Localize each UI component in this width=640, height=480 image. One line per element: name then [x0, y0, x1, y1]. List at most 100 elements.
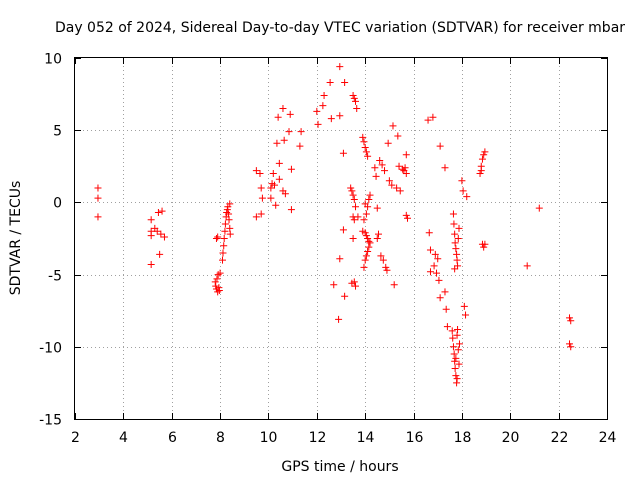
data-points [94, 63, 575, 387]
data-point [361, 256, 369, 264]
data-point [94, 184, 102, 192]
x-tick-label: 6 [168, 430, 177, 446]
data-point [257, 210, 265, 218]
data-point [425, 229, 433, 237]
y-axis-tick-labels: -15 -10 -5 0 5 10 [39, 52, 62, 429]
data-point [257, 184, 265, 192]
data-point [395, 162, 403, 170]
y-tick-label: 0 [53, 196, 62, 212]
data-point [147, 216, 155, 224]
data-point [426, 268, 434, 276]
data-point [213, 275, 221, 283]
data-point [156, 250, 164, 258]
data-point [225, 216, 233, 224]
data-point [523, 262, 531, 270]
data-point [449, 334, 457, 342]
data-point [339, 226, 347, 234]
data-point [287, 206, 295, 214]
data-point [275, 175, 283, 183]
data-point [361, 144, 369, 152]
data-point [455, 360, 463, 368]
data-point [454, 346, 462, 354]
data-point [463, 193, 471, 201]
x-tick-label: 8 [216, 430, 225, 446]
data-point [458, 177, 466, 185]
y-tick-label: -15 [39, 413, 62, 429]
data-point [449, 210, 457, 218]
y-tick-label: 10 [44, 52, 62, 68]
x-tick-label: 14 [357, 430, 375, 446]
data-point [442, 305, 450, 313]
data-point [94, 213, 102, 221]
x-tick-label: 18 [454, 430, 472, 446]
data-point [402, 211, 410, 219]
data-point [352, 97, 360, 105]
data-point [535, 204, 543, 212]
data-point [401, 164, 409, 172]
data-point [353, 105, 361, 113]
x-tick-label: 2 [71, 430, 80, 446]
data-point [441, 164, 449, 172]
data-point [352, 282, 360, 290]
data-point [349, 92, 357, 100]
data-point [348, 279, 356, 287]
data-point [354, 213, 362, 221]
data-point [462, 311, 470, 319]
data-point [378, 161, 386, 169]
data-point [364, 247, 372, 255]
data-point [341, 79, 349, 87]
y-axis-label: SDTVAR / TECUs [8, 181, 24, 296]
data-point [396, 187, 404, 195]
data-point [436, 294, 444, 302]
data-point [336, 63, 344, 71]
y-tick-label: -5 [48, 269, 62, 285]
data-point [373, 235, 381, 242]
data-point [347, 184, 355, 192]
data-point [349, 191, 357, 199]
data-point [393, 184, 401, 192]
data-point [476, 170, 484, 178]
data-point [362, 148, 370, 156]
data-point [390, 281, 398, 289]
data-point [160, 233, 168, 241]
data-point [319, 102, 327, 110]
data-point [455, 224, 463, 232]
data-point [365, 243, 373, 251]
data-point [275, 159, 283, 167]
data-point [219, 256, 227, 264]
data-point [404, 214, 411, 222]
data-point [362, 210, 370, 218]
data-point [436, 142, 444, 150]
data-point [424, 116, 432, 124]
data-point [373, 204, 381, 212]
data-point [451, 357, 459, 365]
x-tick-label: 16 [406, 430, 424, 446]
data-point [566, 314, 574, 322]
data-point [389, 122, 397, 130]
data-point [452, 354, 460, 362]
data-point [381, 167, 389, 175]
data-point [214, 271, 222, 279]
data-point [279, 105, 287, 113]
data-point [451, 265, 459, 273]
data-point [287, 165, 295, 173]
data-point [430, 262, 438, 270]
data-point [286, 110, 294, 118]
data-point [450, 350, 458, 358]
data-point [285, 128, 293, 136]
data-point [215, 286, 223, 294]
data-point [267, 194, 275, 202]
data-point [297, 128, 305, 136]
data-point [454, 235, 462, 242]
x-tick-label: 12 [309, 430, 327, 446]
grid-lines [75, 58, 607, 419]
data-point [452, 245, 460, 253]
data-point [431, 250, 439, 258]
data-point [214, 233, 222, 241]
data-point [480, 243, 488, 251]
data-point [271, 181, 278, 189]
data-point [220, 242, 228, 250]
data-point [219, 249, 227, 257]
data-point [388, 181, 396, 189]
